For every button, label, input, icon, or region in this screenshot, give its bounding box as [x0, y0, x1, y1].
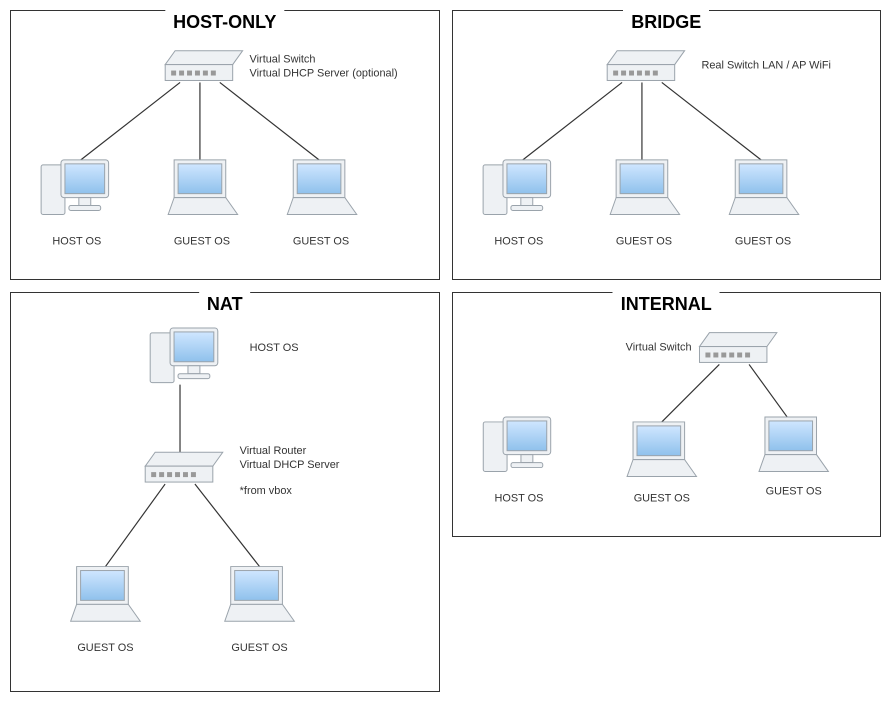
switch-label-2: Virtual DHCP Server (optional) [250, 68, 398, 80]
panel-title: BRIDGE [623, 10, 709, 35]
laptop-icon [225, 567, 295, 622]
device-caption: GUEST OS [734, 235, 790, 247]
switch-label-1: Virtual Switch [625, 342, 691, 354]
switch-icon [607, 51, 684, 81]
device-caption: GUEST OS [77, 642, 133, 654]
device-caption: HOST OS [52, 235, 101, 247]
panel-nat: NAT HOST OS Virtual Router Virtual DHCP … [10, 292, 440, 692]
device-caption: HOST OS [494, 235, 543, 247]
laptop-icon [729, 160, 798, 215]
device-caption: GUEST OS [633, 492, 689, 504]
panel-title: NAT [199, 292, 251, 317]
device-caption: GUEST OS [174, 235, 230, 247]
panel-internal: INTERNAL Virtual Switch HOST OS [452, 292, 882, 537]
laptop-icon [71, 567, 141, 622]
switch-icon [699, 333, 776, 363]
laptop-icon [168, 160, 237, 215]
desktop-icon [483, 417, 550, 472]
laptop-icon [627, 422, 696, 477]
device-caption: GUEST OS [765, 485, 821, 497]
switch-label-1: Virtual Switch [250, 54, 316, 66]
laptop-icon [610, 160, 679, 215]
laptop-icon [287, 160, 356, 215]
panel-title: INTERNAL [613, 292, 720, 317]
panel-bridge: BRIDGE Real Switch LAN / AP WiFi HOST OS [452, 10, 882, 280]
device-caption: GUEST OS [615, 235, 671, 247]
switch-label-1: Virtual Router [240, 445, 307, 457]
device-caption: HOST OS [494, 492, 543, 504]
switch-label-1: Real Switch LAN / AP WiFi [701, 60, 831, 72]
desktop-icon [483, 160, 550, 215]
router-icon [145, 452, 223, 482]
desktop-icon [150, 328, 218, 383]
panel-title: HOST-ONLY [165, 10, 284, 35]
diagram-grid: HOST-ONLY Virtual Switch Virtual DHCP Se… [10, 10, 881, 692]
desktop-icon [41, 160, 108, 215]
switch-icon [165, 51, 242, 81]
laptop-icon [758, 417, 827, 472]
switch-label-2: Virtual DHCP Server [240, 459, 340, 471]
switch-label-3: *from vbox [240, 485, 293, 497]
device-caption: GUEST OS [293, 235, 349, 247]
panel-host-only: HOST-ONLY Virtual Switch Virtual DHCP Se… [10, 10, 440, 280]
host-caption: HOST OS [250, 342, 299, 354]
device-caption: GUEST OS [231, 642, 287, 654]
